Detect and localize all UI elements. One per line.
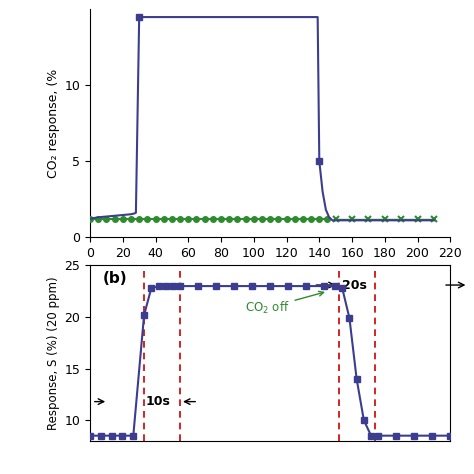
X-axis label: Time (s): Time (s): [238, 265, 302, 279]
Y-axis label: CO₂ response, (%: CO₂ response, (%: [47, 69, 60, 178]
Text: (b): (b): [103, 271, 128, 286]
Y-axis label: Response, S (%) (20 ppm): Response, S (%) (20 ppm): [47, 276, 60, 430]
Text: 20s: 20s: [342, 279, 367, 292]
Text: 10s: 10s: [146, 395, 171, 408]
Text: CO$_2$ off: CO$_2$ off: [245, 292, 324, 316]
